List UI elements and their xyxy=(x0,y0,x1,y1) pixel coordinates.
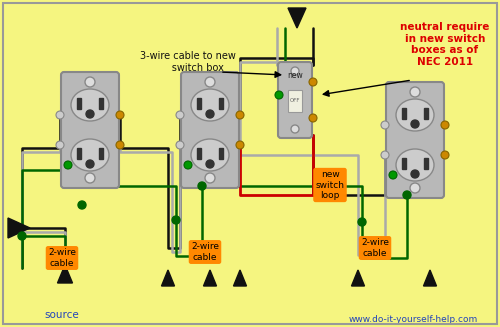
Circle shape xyxy=(64,161,72,169)
Circle shape xyxy=(381,151,389,159)
Circle shape xyxy=(410,183,420,193)
Bar xyxy=(288,90,302,112)
Ellipse shape xyxy=(396,149,434,181)
Circle shape xyxy=(176,111,184,119)
Circle shape xyxy=(172,216,180,224)
Polygon shape xyxy=(234,270,246,286)
Circle shape xyxy=(358,218,366,226)
Circle shape xyxy=(309,114,317,122)
Circle shape xyxy=(78,201,86,209)
Polygon shape xyxy=(288,8,306,28)
Bar xyxy=(197,98,201,109)
FancyBboxPatch shape xyxy=(386,82,444,198)
Circle shape xyxy=(206,110,214,118)
Bar xyxy=(99,148,103,159)
Circle shape xyxy=(403,191,411,199)
Text: www.do-it-yourself-help.com: www.do-it-yourself-help.com xyxy=(349,316,478,324)
Circle shape xyxy=(291,125,299,133)
Circle shape xyxy=(381,121,389,129)
Bar xyxy=(219,98,223,109)
Ellipse shape xyxy=(71,89,109,121)
Polygon shape xyxy=(162,270,174,286)
Circle shape xyxy=(56,111,64,119)
Circle shape xyxy=(205,77,215,87)
Text: 2-wire
cable: 2-wire cable xyxy=(191,242,219,262)
Bar xyxy=(402,158,406,169)
Circle shape xyxy=(86,110,94,118)
Circle shape xyxy=(198,182,206,190)
Text: 2-wire
cable: 2-wire cable xyxy=(361,238,389,258)
Circle shape xyxy=(176,141,184,149)
Circle shape xyxy=(236,141,244,149)
Polygon shape xyxy=(352,270,364,286)
Ellipse shape xyxy=(396,99,434,131)
Circle shape xyxy=(410,87,420,97)
FancyBboxPatch shape xyxy=(181,72,239,188)
Bar xyxy=(77,98,81,109)
Circle shape xyxy=(206,160,214,168)
Circle shape xyxy=(56,141,64,149)
Circle shape xyxy=(291,67,299,75)
Circle shape xyxy=(389,171,397,179)
Circle shape xyxy=(411,120,419,128)
Circle shape xyxy=(309,78,317,86)
Text: new
switch
loop: new switch loop xyxy=(316,170,344,200)
Text: new: new xyxy=(287,71,303,79)
Bar xyxy=(197,148,201,159)
Polygon shape xyxy=(424,270,436,286)
Circle shape xyxy=(441,151,449,159)
FancyBboxPatch shape xyxy=(61,72,119,188)
Circle shape xyxy=(184,161,192,169)
Ellipse shape xyxy=(71,139,109,171)
Circle shape xyxy=(275,91,283,99)
Text: neutral require
in new switch
boxes as of
NEC 2011: neutral require in new switch boxes as o… xyxy=(400,22,490,67)
Circle shape xyxy=(85,173,95,183)
Circle shape xyxy=(86,160,94,168)
Bar xyxy=(424,108,428,119)
Text: source: source xyxy=(44,310,80,320)
Bar xyxy=(402,108,406,119)
Circle shape xyxy=(116,141,124,149)
Circle shape xyxy=(411,170,419,178)
Bar xyxy=(99,98,103,109)
Circle shape xyxy=(85,77,95,87)
Bar xyxy=(77,148,81,159)
Ellipse shape xyxy=(191,89,229,121)
Circle shape xyxy=(236,111,244,119)
Ellipse shape xyxy=(191,139,229,171)
Bar xyxy=(424,158,428,169)
Circle shape xyxy=(116,111,124,119)
Polygon shape xyxy=(204,270,216,286)
Text: OFF: OFF xyxy=(290,98,300,104)
Bar xyxy=(219,148,223,159)
Circle shape xyxy=(441,121,449,129)
Circle shape xyxy=(18,232,26,240)
Text: 2-wire
cable: 2-wire cable xyxy=(48,248,76,268)
Circle shape xyxy=(205,173,215,183)
FancyBboxPatch shape xyxy=(278,62,312,138)
Polygon shape xyxy=(8,218,30,238)
Polygon shape xyxy=(58,265,72,283)
Text: 3-wire cable to new
      switch box: 3-wire cable to new switch box xyxy=(140,51,236,73)
